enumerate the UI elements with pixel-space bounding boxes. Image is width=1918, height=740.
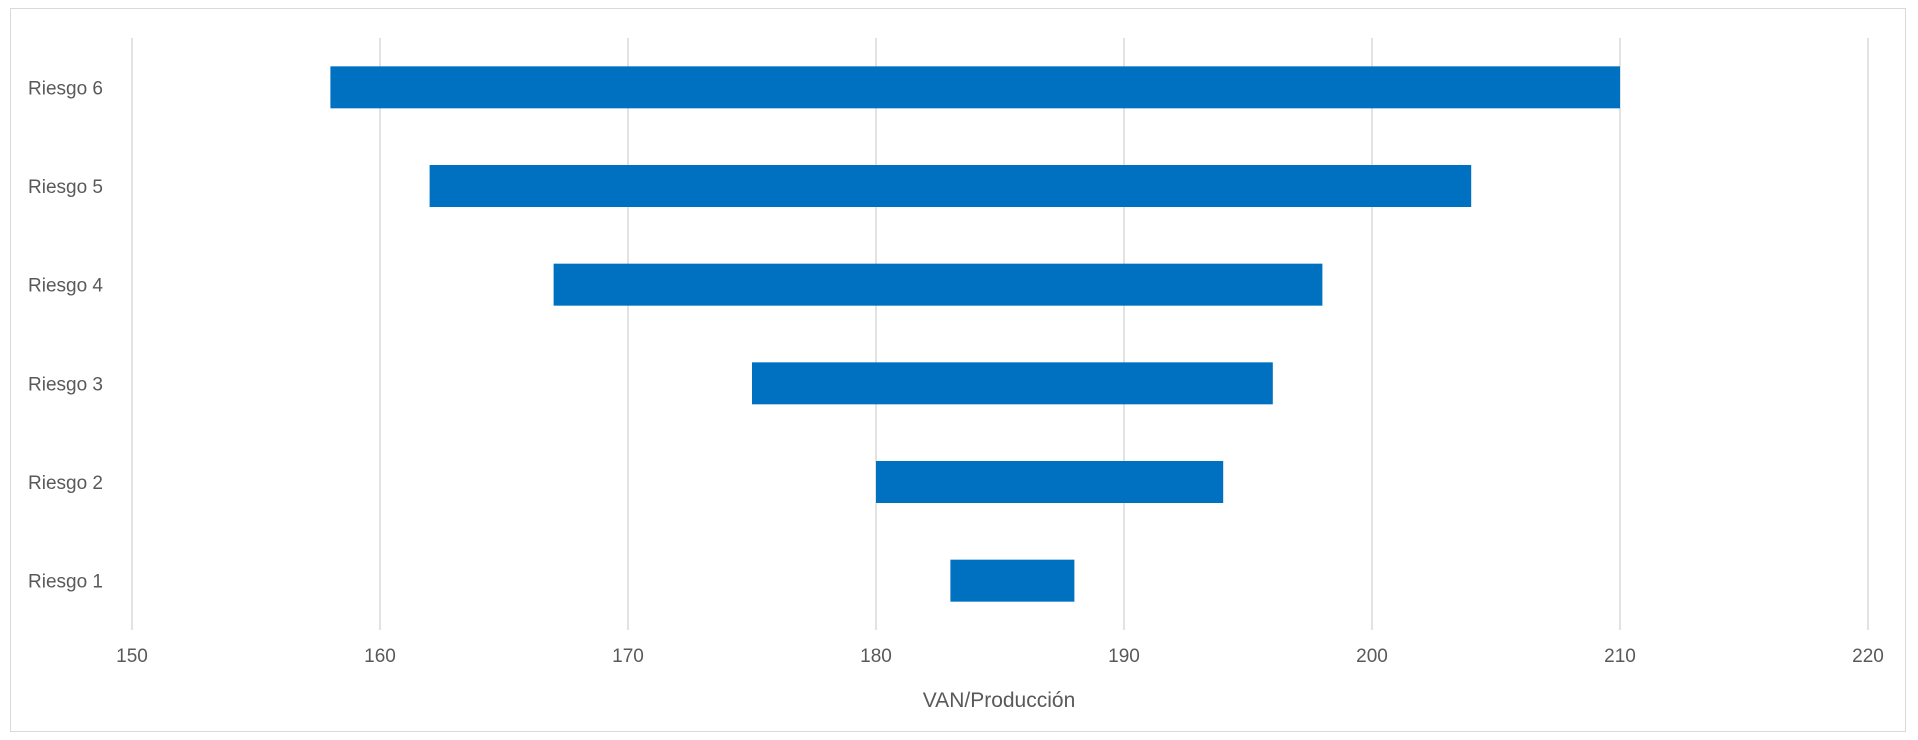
x-tick-label: 200 bbox=[1356, 646, 1388, 667]
bars bbox=[330, 66, 1620, 602]
x-tick-label: 220 bbox=[1852, 646, 1884, 667]
category-label: Riesgo 6 bbox=[28, 78, 103, 99]
x-tick-label: 210 bbox=[1604, 646, 1636, 667]
bar-riesgo-5 bbox=[429, 165, 1472, 207]
category-label: Riesgo 1 bbox=[28, 572, 103, 593]
bar-riesgo-1 bbox=[950, 559, 1075, 602]
x-tick-labels: 150 160 170 180 190 200 210 220 bbox=[116, 646, 1884, 667]
x-tick-label: 150 bbox=[116, 646, 148, 667]
category-label: Riesgo 3 bbox=[28, 374, 103, 395]
category-label: Riesgo 2 bbox=[28, 473, 103, 494]
bar-riesgo-3 bbox=[752, 362, 1273, 405]
bar-riesgo-4 bbox=[553, 263, 1323, 306]
x-axis-title: VAN/Producción bbox=[923, 689, 1076, 712]
bar-riesgo-2 bbox=[876, 461, 1224, 503]
x-tick-label: 190 bbox=[1108, 646, 1140, 667]
bar-riesgo-6 bbox=[330, 66, 1620, 109]
x-tick-label: 160 bbox=[364, 646, 396, 667]
x-tick-label: 170 bbox=[612, 646, 644, 667]
category-label: Riesgo 4 bbox=[28, 276, 103, 297]
gridlines bbox=[131, 38, 1869, 630]
x-tick-label: 180 bbox=[860, 646, 892, 667]
category-label: Riesgo 5 bbox=[28, 177, 103, 198]
category-labels: Riesgo 1 Riesgo 2 Riesgo 3 Riesgo 4 Riesgo 5… bbox=[28, 78, 103, 592]
